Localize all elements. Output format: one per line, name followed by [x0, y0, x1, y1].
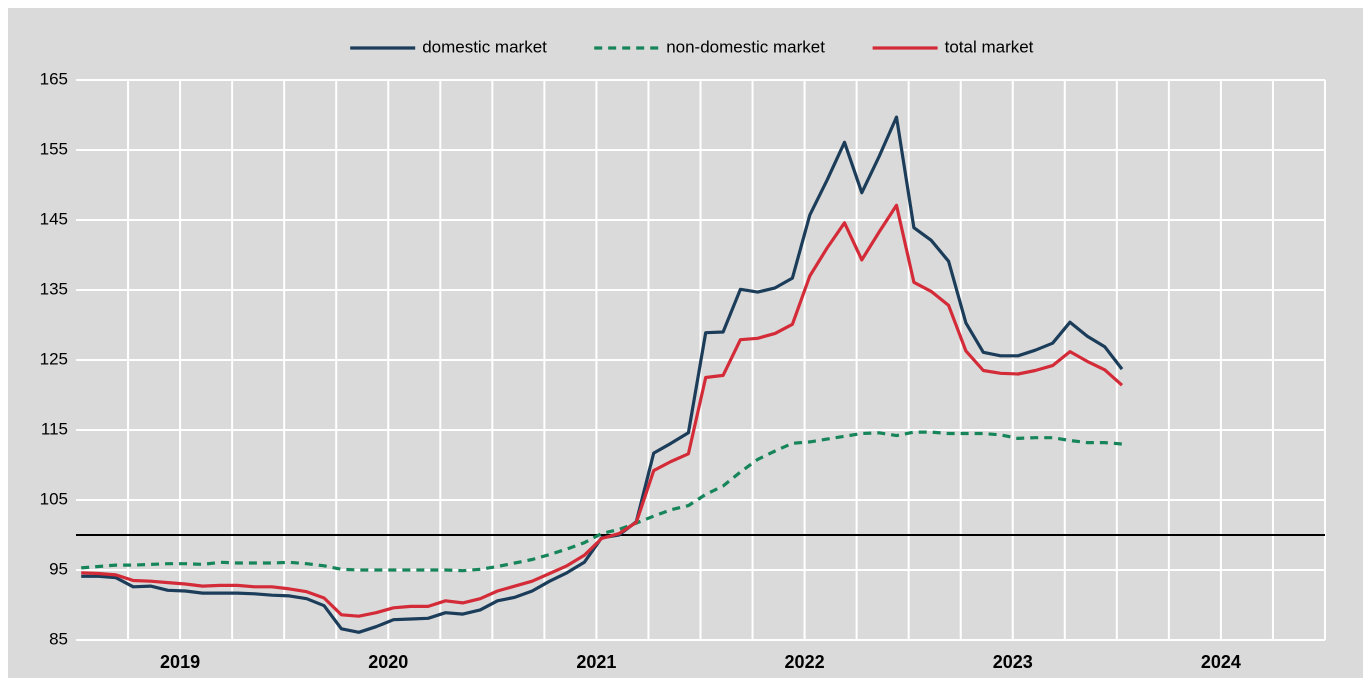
- y-tick-label: 145: [40, 209, 68, 228]
- x-year-label: 2019: [160, 652, 200, 672]
- y-tick-label: 165: [40, 69, 68, 88]
- y-tick-label: 85: [49, 629, 68, 648]
- y-tick-label: 115: [41, 419, 68, 438]
- y-tick-label: 155: [40, 139, 68, 158]
- legend-label: non-domestic market: [666, 37, 825, 56]
- series-line: [81, 430, 1123, 573]
- x-year-label: 2022: [785, 652, 825, 672]
- x-year-label: 2024: [1201, 652, 1241, 672]
- x-year-label: 2023: [993, 652, 1033, 672]
- y-tick-label: 125: [40, 349, 68, 368]
- x-year-label: 2021: [576, 652, 616, 672]
- legend-label: domestic market: [422, 37, 547, 56]
- chart-bg: [8, 8, 1363, 678]
- y-tick-label: 95: [49, 559, 68, 578]
- y-tick-label: 135: [40, 279, 68, 298]
- y-tick-label: 105: [40, 489, 68, 508]
- legend-label: total market: [945, 37, 1034, 56]
- series-line: [81, 203, 1124, 618]
- x-year-label: 2020: [368, 652, 408, 672]
